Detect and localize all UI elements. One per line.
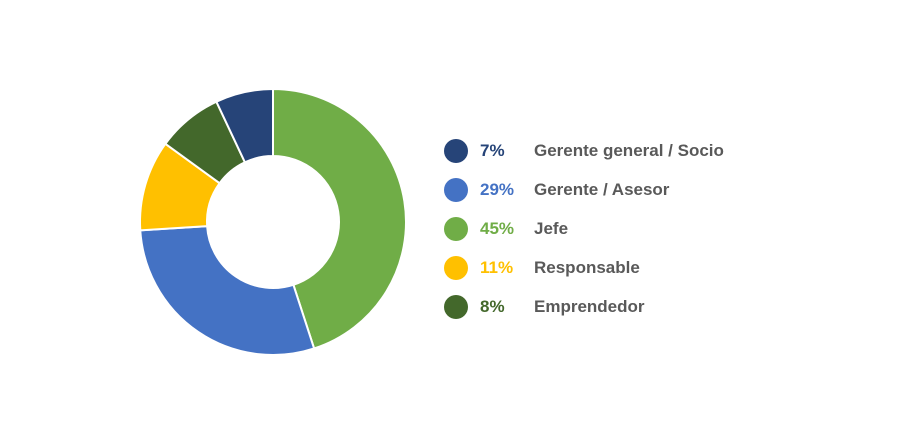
donut-slice-gerente-asesor — [139, 225, 316, 356]
legend-label-gerente-general-socio: Gerente general / Socio — [534, 140, 724, 160]
legend-item-jefe: 45% Jefe — [444, 209, 724, 248]
legend-marker-jefe — [444, 216, 468, 241]
legend-marker-gerente-asesor — [444, 177, 468, 202]
donut-slice-gerente-general-socio — [215, 87, 274, 164]
legend-marker-responsable — [444, 255, 468, 280]
legend-marker-emprendedor — [444, 294, 468, 319]
legend-percent-gerente-asesor: 29% — [480, 179, 515, 199]
legend-label-responsable: Responsable — [534, 257, 640, 277]
legend-percent-gerente-general-socio: 7% — [480, 140, 505, 160]
legend-item-gerente-asesor: 29% Gerente / Asesor — [444, 170, 724, 209]
legend-item-gerente-general-socio: 7% Gerente general / Socio — [444, 131, 724, 170]
legend-percent-emprendedor: 8% — [480, 296, 505, 316]
legend-label-jefe: Jefe — [534, 218, 569, 238]
legend-item-emprendedor: 8% Emprendedor — [444, 287, 724, 326]
chart-legend: 7% Gerente general / Socio 29% Gerente /… — [444, 131, 724, 326]
legend-label-gerente-asesor: Gerente / Asesor — [534, 179, 670, 199]
legend-marker-gerente-general-socio — [444, 138, 468, 163]
donut-slice-jefe — [272, 87, 407, 350]
legend-item-responsable: 11% Responsable — [444, 248, 724, 287]
legend-label-emprendedor: Emprendedor — [534, 296, 645, 316]
legend-percent-jefe: 45% — [480, 218, 515, 238]
legend-percent-responsable: 11% — [480, 257, 514, 277]
